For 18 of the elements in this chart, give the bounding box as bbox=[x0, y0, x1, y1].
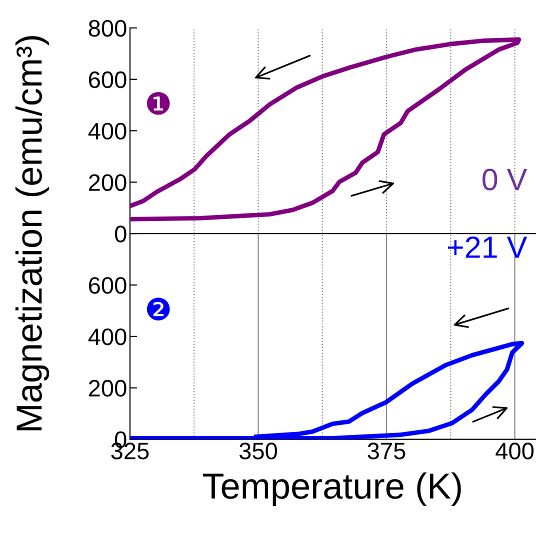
x-tick-label: 375 bbox=[368, 442, 406, 460]
y-tick-label: 400 bbox=[88, 122, 126, 140]
annotation: ❶ bbox=[146, 92, 170, 115]
y-tick-label: 200 bbox=[89, 380, 126, 397]
y-tick-label: 400 bbox=[88, 328, 126, 346]
y-tick-label: 0 bbox=[114, 226, 126, 242]
x-axis-title: Temperature (K) bbox=[203, 472, 461, 506]
line-series bbox=[130, 340, 524, 440]
annotation: ❷ bbox=[146, 298, 170, 320]
x-tick-label: 350 bbox=[239, 442, 278, 460]
y-tick-label: 800 bbox=[88, 20, 126, 37]
y-axis-title: Magnetization (emu/cm³) bbox=[15, 36, 50, 430]
x-tick-label: 400 bbox=[496, 442, 534, 460]
annotation: 0 V bbox=[482, 168, 528, 190]
y-tick-label: 600 bbox=[89, 277, 126, 294]
y-tick-label: 600 bbox=[89, 71, 126, 88]
y-tick-label: 200 bbox=[89, 174, 126, 191]
annotation: +21 V bbox=[448, 236, 528, 258]
